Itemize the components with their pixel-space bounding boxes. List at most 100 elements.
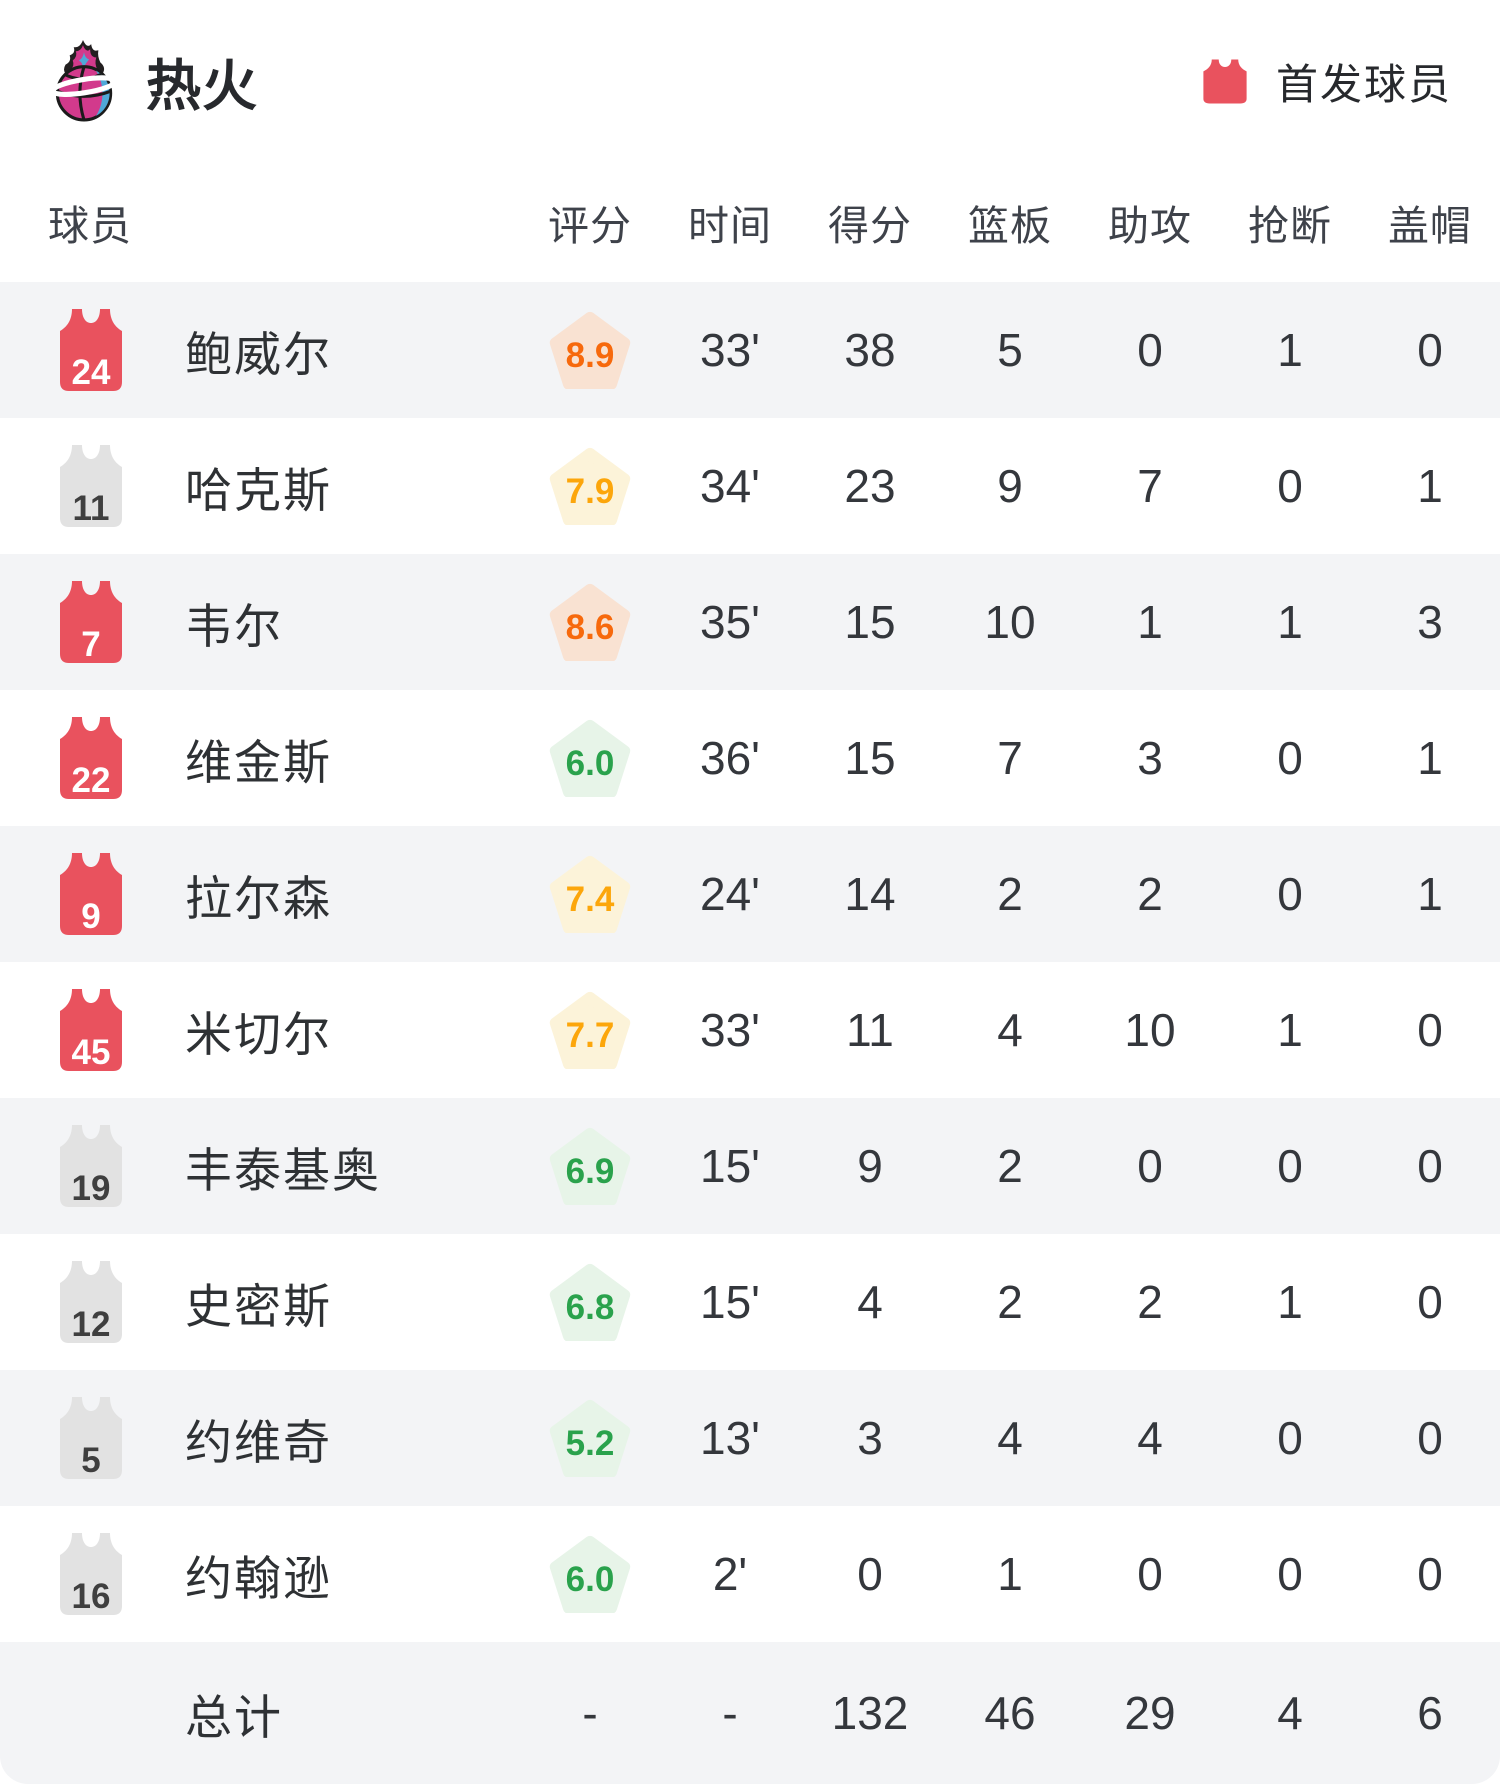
table-row[interactable]: 12 史密斯 6.8 15' 4 2 2 1 0 xyxy=(0,1234,1500,1370)
stat-assists: 7 xyxy=(1137,460,1163,512)
team-header: 热火 首发球员 xyxy=(0,0,1500,162)
table-row[interactable]: 7 韦尔 8.6 35' 15 10 1 1 3 xyxy=(0,554,1500,690)
rating-cell: 6.0 xyxy=(520,1535,660,1614)
player-cell: 22 维金斯 xyxy=(0,716,520,800)
stat-points: 4 xyxy=(857,1276,883,1328)
rating-value: 7.7 xyxy=(565,1015,615,1055)
stat-points: 23 xyxy=(844,460,896,512)
table-row[interactable]: 9 拉尔森 7.4 24' 14 2 2 0 1 xyxy=(0,826,1500,962)
stat-rebounds: 2 xyxy=(997,868,1023,920)
table-row[interactable]: 22 维金斯 6.0 36' 15 7 3 0 1 xyxy=(0,690,1500,826)
rating-badge: 6.0 xyxy=(549,719,631,798)
rating-value: 6.0 xyxy=(565,1559,615,1599)
jersey-icon: 16 xyxy=(58,1532,124,1616)
player-cell: 5 约维奇 xyxy=(0,1396,520,1480)
stat-rebounds: 2 xyxy=(997,1276,1023,1328)
column-header-rating: 评分 xyxy=(548,203,632,249)
total-blocks: 6 xyxy=(1417,1687,1443,1739)
player-name: 拉尔森 xyxy=(185,871,332,925)
stat-time: 15' xyxy=(700,1276,760,1328)
rating-badge: 6.9 xyxy=(549,1127,631,1206)
player-name: 约维奇 xyxy=(185,1415,332,1469)
total-row: 总计 - - 132 46 29 4 6 xyxy=(0,1642,1500,1784)
stat-rebounds: 10 xyxy=(984,596,1036,648)
rating-value: 6.0 xyxy=(565,743,615,783)
rating-cell: 7.9 xyxy=(520,447,660,526)
stat-points: 15 xyxy=(844,596,896,648)
jersey-icon: 22 xyxy=(58,716,124,800)
team-identity[interactable]: 热火 xyxy=(52,40,258,122)
table-row[interactable]: 5 约维奇 5.2 13' 3 4 4 0 0 xyxy=(0,1370,1500,1506)
total-steals: 4 xyxy=(1277,1687,1303,1739)
table-body: 24 鲍威尔 8.9 33' 38 5 0 1 0 xyxy=(0,282,1500,1642)
column-header-blocks: 盖帽 xyxy=(1388,203,1472,249)
total-label: 总计 xyxy=(185,1690,283,1744)
stat-rebounds: 5 xyxy=(997,324,1023,376)
team-logo-icon xyxy=(52,40,116,122)
total-time: - xyxy=(722,1687,738,1739)
jersey-number: 11 xyxy=(72,489,110,528)
jersey-icon: 19 xyxy=(58,1124,124,1208)
table-row[interactable]: 19 丰泰基奥 6.9 15' 9 2 0 0 0 xyxy=(0,1098,1500,1234)
stat-steals: 1 xyxy=(1277,1004,1303,1056)
stat-blocks: 3 xyxy=(1417,596,1443,648)
player-name: 哈克斯 xyxy=(185,463,332,517)
table-row[interactable]: 24 鲍威尔 8.9 33' 38 5 0 1 0 xyxy=(0,282,1500,418)
rating-badge: 7.9 xyxy=(549,447,631,526)
stat-steals: 0 xyxy=(1277,868,1303,920)
jersey-number: 7 xyxy=(81,625,101,664)
stat-assists: 1 xyxy=(1137,596,1163,648)
table-row[interactable]: 45 米切尔 7.7 33' 11 4 10 1 0 xyxy=(0,962,1500,1098)
rating-badge: 6.8 xyxy=(549,1263,631,1342)
player-cell: 12 史密斯 xyxy=(0,1260,520,1344)
column-header-steals: 抢断 xyxy=(1248,203,1332,249)
total-rebounds: 46 xyxy=(984,1687,1036,1739)
stat-blocks: 0 xyxy=(1417,1140,1443,1192)
stat-points: 11 xyxy=(846,1004,894,1056)
stat-points: 3 xyxy=(857,1412,883,1464)
stat-blocks: 1 xyxy=(1417,732,1443,784)
stat-assists: 0 xyxy=(1137,1548,1163,1600)
rating-value: 7.9 xyxy=(565,471,615,511)
rating-badge: 8.9 xyxy=(549,311,631,390)
stat-rebounds: 1 xyxy=(997,1548,1023,1600)
player-cell: 19 丰泰基奥 xyxy=(0,1124,520,1208)
stat-steals: 0 xyxy=(1277,1548,1303,1600)
stat-blocks: 0 xyxy=(1417,1548,1443,1600)
stat-assists: 4 xyxy=(1137,1412,1163,1464)
player-name: 韦尔 xyxy=(185,599,283,653)
stat-points: 0 xyxy=(857,1548,883,1600)
rating-badge: 7.7 xyxy=(549,991,631,1070)
stat-rebounds: 7 xyxy=(997,732,1023,784)
stat-steals: 0 xyxy=(1277,460,1303,512)
starter-jersey-icon xyxy=(1203,59,1247,103)
column-header-rebounds: 篮板 xyxy=(968,203,1052,249)
player-cell: 11 哈克斯 xyxy=(0,444,520,528)
starter-legend: 首发球员 xyxy=(1202,51,1452,112)
rating-cell: 6.0 xyxy=(520,719,660,798)
stat-assists: 0 xyxy=(1137,324,1163,376)
rating-value: 8.6 xyxy=(565,607,615,647)
rating-badge: 8.6 xyxy=(549,583,631,662)
player-name: 史密斯 xyxy=(185,1279,332,1333)
table-row[interactable]: 16 约翰逊 6.0 2' 0 1 0 0 0 xyxy=(0,1506,1500,1642)
player-cell: 7 韦尔 xyxy=(0,580,520,664)
table-row[interactable]: 11 哈克斯 7.9 34' 23 9 7 0 1 xyxy=(0,418,1500,554)
starter-legend-label: 首发球员 xyxy=(1275,60,1452,108)
rating-badge: 6.0 xyxy=(549,1535,631,1614)
rating-badge: 7.4 xyxy=(549,855,631,934)
rating-value: 7.4 xyxy=(565,879,615,919)
total-assists: 29 xyxy=(1124,1687,1176,1739)
stat-rebounds: 2 xyxy=(997,1140,1023,1192)
jersey-number: 24 xyxy=(71,353,111,392)
stat-time: 13' xyxy=(700,1412,760,1464)
stat-time: 33' xyxy=(700,324,760,376)
stat-time: 34' xyxy=(700,460,760,512)
stat-time: 24' xyxy=(700,868,760,920)
stat-rebounds: 4 xyxy=(997,1412,1023,1464)
player-cell: 45 米切尔 xyxy=(0,988,520,1072)
player-name: 约翰逊 xyxy=(185,1551,332,1605)
stat-assists: 10 xyxy=(1124,1004,1176,1056)
player-cell: 16 约翰逊 xyxy=(0,1532,520,1616)
jersey-icon: 24 xyxy=(58,308,124,392)
